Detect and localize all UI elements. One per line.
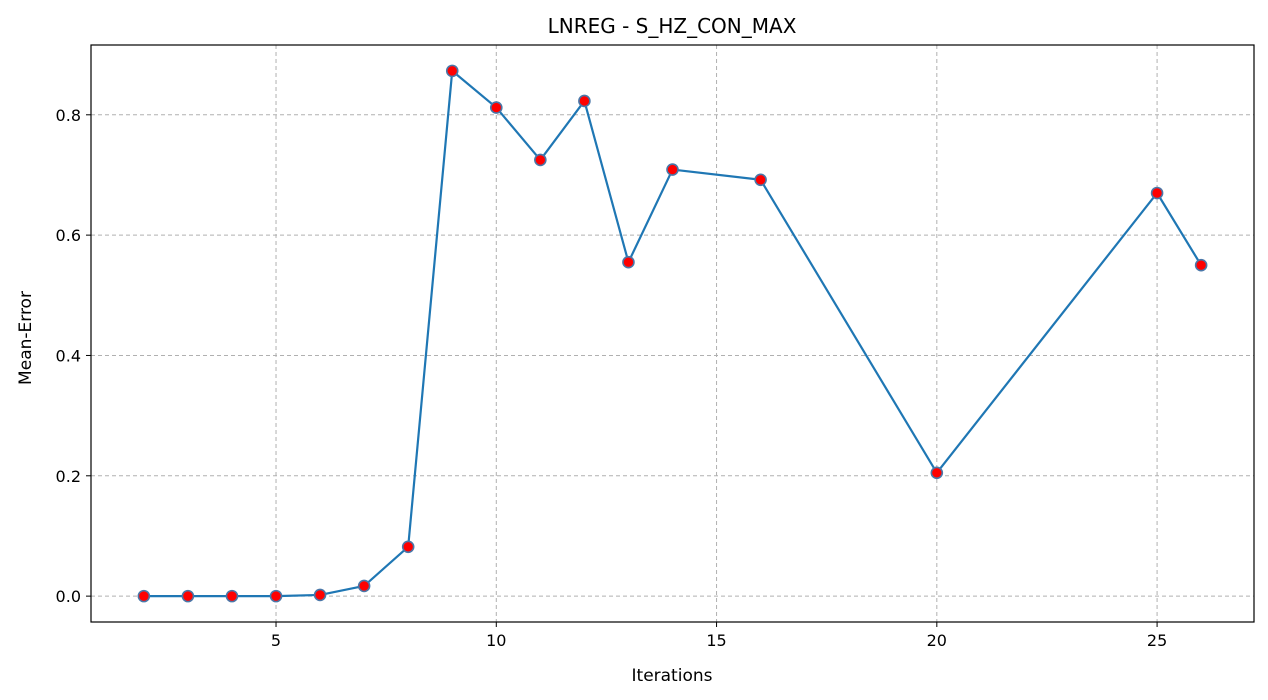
data-point [534, 153, 547, 167]
data-point [578, 94, 591, 108]
x-tick-label: 20 [927, 631, 947, 650]
data-point [225, 589, 239, 603]
data-point [181, 589, 195, 603]
data-point [489, 101, 503, 114]
chart-title: LNREG - S_HZ_CON_MAX [548, 14, 797, 38]
y-tick-label: 0.0 [56, 587, 81, 606]
x-axis-title: Iterations [632, 666, 713, 686]
data-point [622, 255, 635, 269]
y-tick-label: 0.6 [56, 226, 81, 245]
data-point [401, 540, 415, 554]
y-tick-label: 0.8 [56, 106, 81, 125]
data-point [137, 589, 151, 603]
data-point [313, 588, 327, 602]
data-point [445, 64, 459, 78]
x-tick-label: 5 [271, 631, 281, 650]
grid [91, 45, 1254, 622]
series-layer [137, 64, 1208, 603]
data-point [357, 579, 371, 593]
y-tick-label: 0.4 [56, 346, 81, 365]
ticks: 5 10 15 20 25 0.0 0.2 0.4 0.6 0.8 [56, 106, 1168, 650]
x-tick-label: 15 [706, 631, 726, 650]
data-point [754, 173, 767, 187]
x-tick-label: 10 [486, 631, 506, 650]
data-point [666, 163, 679, 176]
x-tick-label: 25 [1147, 631, 1167, 650]
y-tick-label: 0.2 [56, 467, 81, 486]
series-line [143, 69, 1203, 598]
data-point [1194, 258, 1208, 272]
data-point [930, 466, 944, 480]
plot-frame [90, 44, 1255, 623]
data-point [269, 589, 283, 603]
y-axis-title: Mean-Error [16, 291, 36, 385]
data-point [1150, 186, 1164, 200]
